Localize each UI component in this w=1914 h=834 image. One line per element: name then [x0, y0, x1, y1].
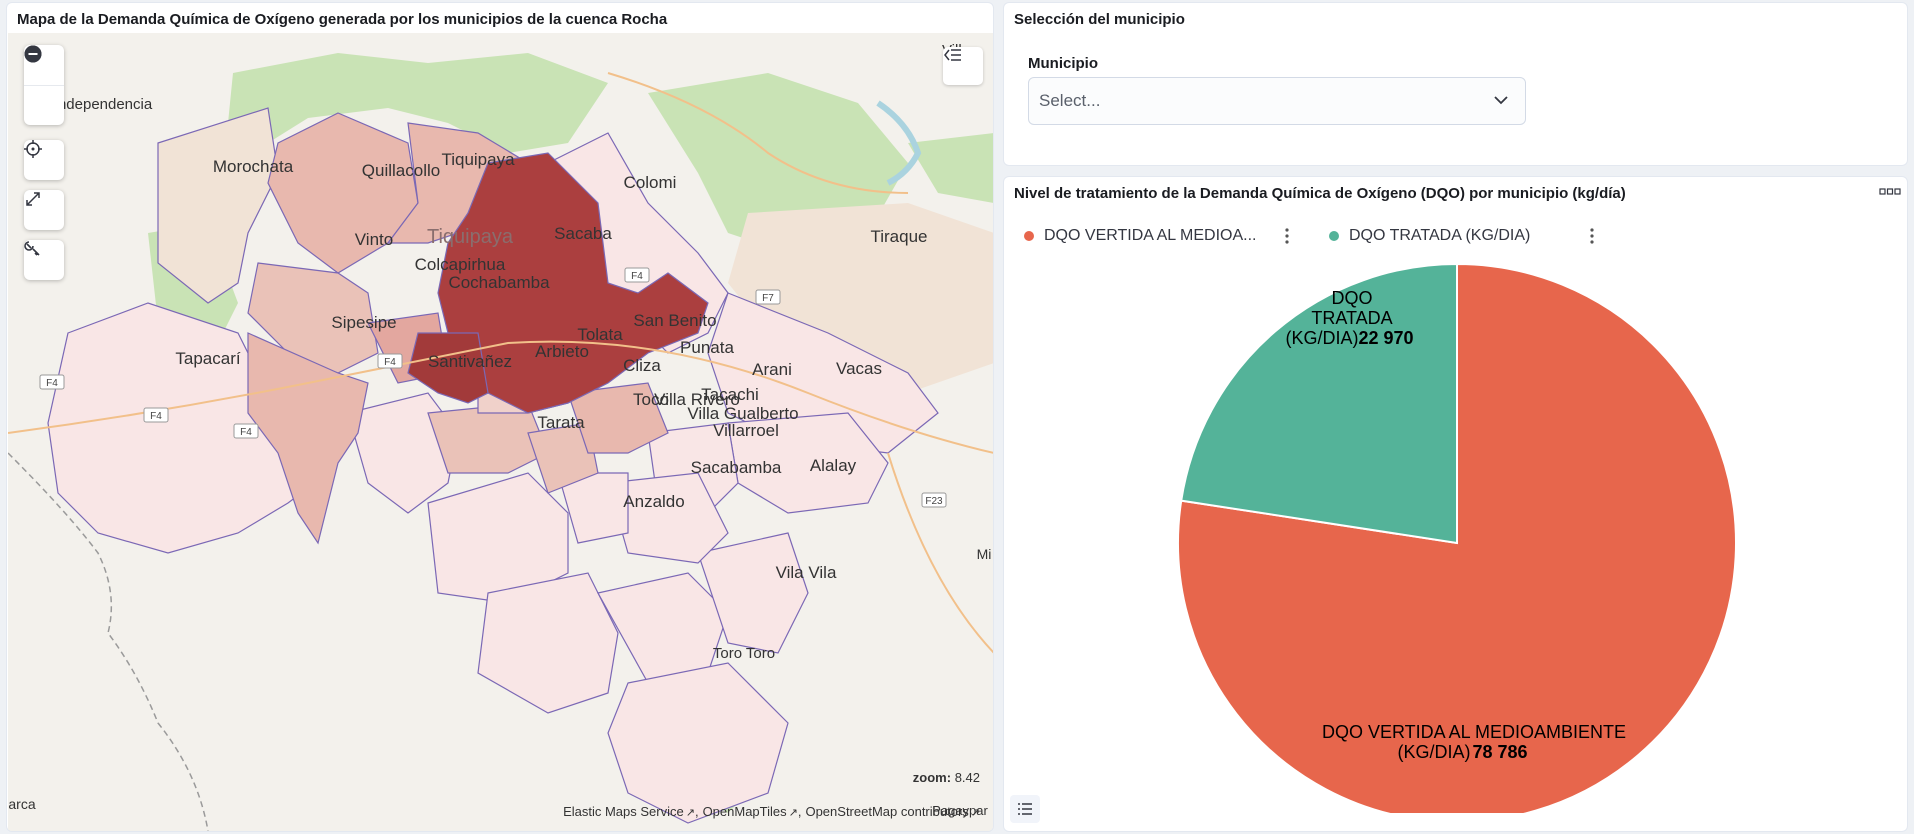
collapse-list-icon	[944, 49, 961, 61]
pie-slice-tratada[interactable]	[1180, 262, 1458, 545]
external-link-icon: ↗	[685, 807, 695, 819]
map-canvas[interactable]: Morochata Quillacollo Tiquipaya Colomi Vinto…	[8, 33, 993, 831]
slice-label-tratada-name-3: (KG/DIA)	[1285, 328, 1358, 348]
pie-panel: Nivel de tratamiento de la Demanda Quími…	[1003, 176, 1908, 832]
municipality-santivanez[interactable]	[347, 392, 459, 514]
map-attribution: Elastic Maps Service ↗, OpenMapTiles ↗, Op…	[563, 804, 980, 819]
municipality-anzaldo[interactable]	[477, 572, 619, 714]
chevron-down-icon	[1494, 96, 1508, 105]
minus-icon	[24, 45, 42, 63]
road	[887, 452, 993, 654]
external-link-icon: ↗	[970, 807, 980, 819]
zoom-controls	[24, 45, 64, 125]
tools-control	[24, 240, 64, 280]
legend-item-vertida[interactable]: DQO VERTIDA AL MEDIOA...	[1024, 227, 1289, 245]
locate-button[interactable]	[24, 140, 64, 180]
legend-label: DQO VERTIDA AL MEDIOA...	[1044, 227, 1257, 244]
selection-title: Selección del municipio	[1014, 11, 1185, 28]
municipality-tapacari[interactable]	[47, 302, 329, 554]
attribution-link[interactable]: Elastic Maps Service ↗,	[563, 804, 699, 819]
legend-list-button[interactable]	[1010, 795, 1040, 823]
municipio-label: Municipio	[1028, 55, 1098, 72]
kebab-menu-icon[interactable]	[1590, 228, 1594, 244]
municipality-villa-rivero[interactable]	[557, 472, 629, 544]
slice-label-vertida-name-2: (KG/DIA)	[1397, 742, 1470, 762]
municipality-cliza[interactable]	[527, 422, 599, 494]
attribution-link[interactable]: OpenStreetMap contributors ↗	[805, 804, 980, 819]
fullscreen-button[interactable]	[24, 190, 64, 230]
wrench-icon	[24, 241, 40, 256]
slice-label-tratada-name-2: TRATADA	[1311, 308, 1392, 328]
legend-color-dot	[1024, 231, 1034, 241]
forest-area	[908, 133, 993, 203]
municipality-morochata[interactable]	[157, 107, 279, 304]
legend-color-dot	[1329, 231, 1339, 241]
fullscreen-control	[24, 190, 64, 230]
kebab-menu-icon[interactable]	[1284, 228, 1289, 244]
forest-area	[228, 53, 608, 153]
road	[8, 340, 993, 454]
zoom-value: 8.42	[954, 770, 980, 785]
zoom-label: zoom:	[912, 770, 952, 785]
zoom-readout: zoom: 8.42	[913, 770, 980, 785]
tools-button[interactable]	[24, 240, 64, 280]
municipality-alalay[interactable]	[697, 532, 809, 654]
select-placeholder: Select...	[1039, 91, 1101, 110]
attribution-link[interactable]: OpenMapTiles ↗,	[702, 804, 802, 819]
layer-legend-toggle[interactable]	[943, 47, 983, 85]
map-svg	[8, 33, 993, 831]
slice-value-vertida: 78 786	[1472, 742, 1527, 762]
road	[607, 72, 909, 194]
expand-icon	[26, 192, 40, 206]
legend-label: DQO TRATADA (KG/DIA)	[1349, 227, 1531, 244]
locate-control	[24, 140, 64, 180]
slice-value-tratada: 22 970	[1358, 328, 1413, 348]
selection-panel: Selección del municipio Municipio Select…	[1003, 2, 1908, 166]
municipality-villa-gualberto[interactable]	[607, 472, 729, 564]
external-link-icon: ↗	[788, 807, 798, 819]
border-line	[8, 452, 209, 831]
pie-title: Nivel de tratamiento de la Demanda Quími…	[1014, 185, 1626, 202]
legend-item-tratada[interactable]: DQO TRATADA (KG/DIA)	[1329, 227, 1594, 245]
more-horizontal-icon	[1879, 188, 1901, 195]
crosshair-icon	[24, 140, 42, 158]
pie-slice-vertida[interactable]	[1177, 262, 1737, 813]
zoom-out-button[interactable]	[24, 45, 64, 125]
municipality-sacabamba[interactable]	[597, 572, 729, 684]
municipality-vinto[interactable]	[247, 262, 379, 374]
map-panel: Mapa de la Demanda Química de Oxígeno ge…	[6, 2, 994, 832]
pie-chart: DQO VERTIDA AL MEDIOAMBIENTE (KG/DIA) 78…	[1177, 262, 1737, 813]
slice-label-tratada-name-1: DQO	[1331, 288, 1372, 308]
map-title: Mapa de la Demanda Química de Oxígeno ge…	[17, 11, 668, 28]
municipality-sipesipe[interactable]	[247, 332, 369, 545]
municipio-select[interactable]: Select...	[1028, 77, 1526, 125]
slice-label-vertida-name-1: DQO VERTIDA AL MEDIOAMBIENTE	[1322, 722, 1626, 742]
municipality-vila-vila[interactable]	[607, 662, 789, 824]
municipality-punata[interactable]	[567, 382, 669, 454]
river	[876, 100, 922, 186]
list-icon	[1018, 803, 1032, 815]
panel-options-button[interactable]	[1877, 181, 1903, 203]
municipality-tarata[interactable]	[427, 472, 569, 604]
